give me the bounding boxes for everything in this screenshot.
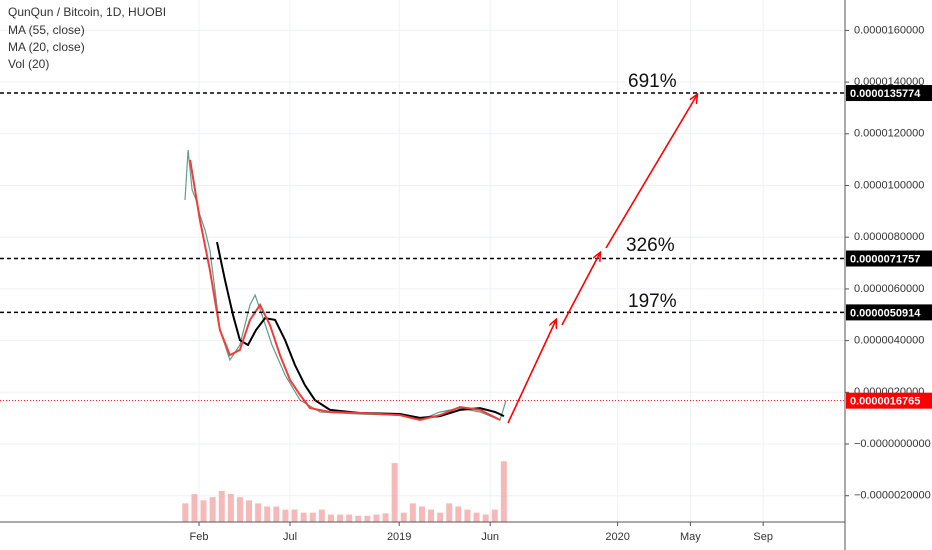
volume-bar [209,497,216,522]
axes: 0.0000160000 0.0000140000 0.0000120000 0.00… [190,24,932,543]
volume-bar [382,513,389,522]
line-series [216,241,505,419]
arrows [507,95,697,424]
line-series [184,150,507,421]
volume [182,461,507,522]
volume-bar [218,491,225,522]
level-box [846,250,932,267]
level-box [846,392,932,409]
level-box [846,304,932,321]
y-tick-label: 0.0000140000 [854,76,924,88]
x-tick-label: Jun [481,531,499,543]
volume-bar [473,512,480,522]
legend-entry: MA (55, close) [8,23,85,37]
volume-bar [428,509,435,522]
volume-bar [491,509,498,522]
volume-bar [391,463,398,522]
x-tick-label: Feb [190,531,209,543]
volume-bar [200,500,207,522]
volume-bar [246,500,253,522]
volume-bar [264,506,271,522]
y-tick-label: 0.0000120000 [854,128,924,140]
volume-bar [455,506,462,522]
volume-bar [482,514,489,522]
volume-bar [273,506,280,522]
plot [0,92,845,422]
volume-bar [337,514,344,522]
y-tick-label: 0.0000060000 [854,283,924,295]
level-label: 0.0000016765 [850,396,920,408]
x-tick-label: May [680,531,701,543]
x-tick-label: 2019 [387,531,411,543]
line-series [189,159,501,422]
volume-bar [464,509,471,522]
volume-bar [400,512,407,522]
level-label: 0.0000135774 [850,88,921,100]
y-tick-label: −0.0000020000 [854,490,931,502]
volume-bar [236,497,243,522]
volume-bar [364,515,371,522]
y-tick-label: 0.0000160000 [854,24,924,36]
arrow [561,253,600,326]
x-tick-label: Jul [283,531,297,543]
volume-bar [373,514,380,522]
x-tick-label: Sep [753,531,773,543]
volume-bar [409,503,416,522]
level-box [846,85,932,102]
level-label: 0.0000050914 [850,307,921,319]
grid [0,0,845,522]
volume-bar [300,512,307,522]
y-tick-label: −0.0000000000 [854,438,931,450]
y-tick-label: 0.0000100000 [854,179,924,191]
y-tick-label: 0.0000040000 [854,335,924,347]
volume-bar [437,512,444,522]
arrow [605,95,697,249]
volume-bar [418,506,425,522]
annotation: 197% [628,291,677,312]
chart-title: QunQun / Bitcoin, 1D, HUOBI [8,5,166,19]
volume-bar [327,514,334,522]
x-tick-label: 2020 [605,531,629,543]
annotation: 326% [626,235,675,256]
y-tick-label: 0.0000080000 [854,231,924,243]
volume-bar [500,461,507,522]
volume-bar [227,494,234,522]
volume-bar [446,503,453,522]
level-label: 0.0000071757 [850,253,920,265]
annotation: 691% [628,71,677,92]
volume-bar [355,515,362,522]
volume-bar [318,509,325,522]
legend-entry: Vol (20) [8,57,49,71]
volume-bar [309,512,316,522]
volume-bar [255,503,262,522]
volume-bar [346,514,353,522]
arrow [507,320,556,424]
volume-bar [191,494,198,522]
legend-entry: MA (20, close) [8,40,85,54]
volume-bar [182,503,189,522]
volume-bar [282,509,289,522]
volume-bar [291,509,298,522]
